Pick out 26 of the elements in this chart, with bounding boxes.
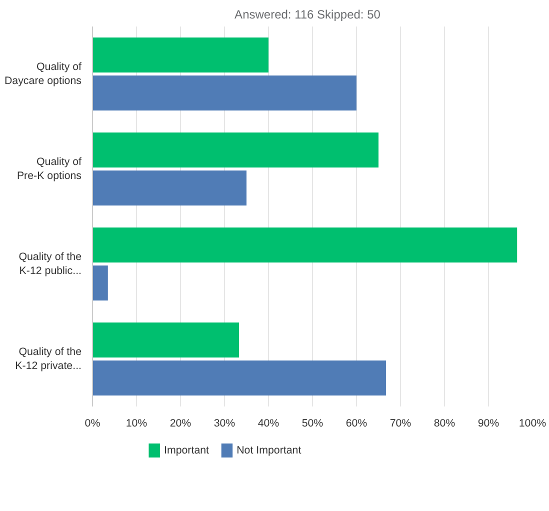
y-tick-label: Quality of the K-12 public... bbox=[18, 250, 82, 278]
bar bbox=[92, 360, 386, 396]
x-tick-label: 100% bbox=[518, 418, 547, 430]
bar bbox=[92, 38, 268, 72]
x-tick-label: 20% bbox=[170, 418, 192, 430]
bar bbox=[92, 322, 240, 358]
y-tick-label: Quality of Daycare options bbox=[4, 60, 82, 88]
bar bbox=[92, 266, 108, 300]
bar bbox=[92, 228, 518, 262]
x-tick-label: 80% bbox=[434, 418, 456, 430]
x-tick-label: 10% bbox=[126, 418, 148, 430]
x-tick-label: 70% bbox=[390, 418, 412, 430]
legend-label: Not Important bbox=[236, 444, 302, 456]
x-tick-label: 50% bbox=[302, 418, 324, 430]
x-tick-label: 40% bbox=[258, 418, 280, 430]
x-tick-label: 60% bbox=[346, 418, 368, 430]
x-tick-label: 90% bbox=[478, 418, 500, 430]
x-tick-label: 30% bbox=[214, 418, 236, 430]
y-tick-label: Quality of the K-12 private... bbox=[15, 346, 82, 372]
y-tick-label: Quality of Pre-K options bbox=[16, 156, 82, 182]
bar bbox=[92, 76, 356, 110]
bar bbox=[92, 170, 246, 206]
legend-label: Important bbox=[164, 444, 210, 456]
chart-title: Answered: 116 Skipped: 50 bbox=[234, 8, 381, 22]
bar bbox=[92, 132, 378, 168]
x-tick-label: 0% bbox=[84, 418, 101, 430]
